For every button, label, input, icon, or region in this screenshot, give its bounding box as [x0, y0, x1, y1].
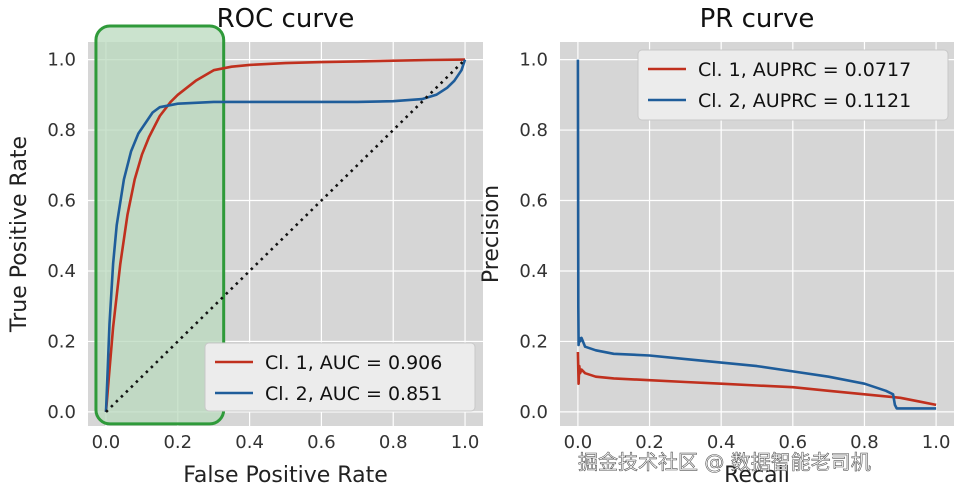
highlight-region	[94, 24, 226, 426]
watermark-text: 掘金技术社区 @ 数据智能老司机	[578, 450, 871, 475]
x-tick-label: 0.2	[163, 432, 192, 453]
y-tick-label: 1.0	[47, 50, 76, 71]
y-tick-label: 0.4	[519, 261, 548, 282]
series-line-2	[104, 59, 467, 412]
y-tick-label: 1.0	[519, 50, 548, 71]
y-tick-label: 0.8	[519, 120, 548, 141]
series-line-1	[104, 58, 466, 413]
x-tick-label: 1.0	[451, 432, 480, 453]
chart-panel-1: 0.0 0.2 0.4 0.6 0.8 1.0 0.0 0.2 0.4 0.6 0.8 1.0 ROC …	[7, 4, 483, 488]
x-tick-label: 0.8	[850, 432, 879, 453]
x-tick-label: 0.2	[635, 432, 664, 453]
legend-box	[637, 49, 949, 121]
legend-label: Cl. 2, AUC = 0.851	[265, 383, 442, 405]
x-axis-label: False Positive Rate	[183, 463, 387, 488]
legend-label: Cl. 1, AUC = 0.906	[265, 352, 442, 374]
y-tick-label: 0.6	[519, 191, 548, 212]
x-axis-label: Recall	[724, 463, 790, 488]
chart-title: PR curve	[700, 4, 815, 34]
x-tick-label: 1.0	[922, 432, 951, 453]
x-tick-label: 0.4	[235, 432, 264, 453]
y-tick-label: 0.2	[47, 331, 76, 352]
y-tick-label: 0.4	[47, 261, 76, 282]
legend-label: Cl. 2, AUPRC = 0.1121	[698, 90, 911, 112]
legend-label: Cl. 1, AUPRC = 0.0717	[698, 59, 911, 81]
series-line-1	[576, 351, 937, 407]
y-axis-label: Precision	[479, 185, 504, 283]
y-tick-label: 0.6	[47, 191, 76, 212]
legend: Cl. 1, AUPRC = 0.0717 Cl. 2, AUPRC = 0.11…	[637, 49, 949, 121]
chart-title: ROC curve	[217, 4, 355, 34]
y-axis-label: True Positive Rate	[7, 136, 32, 333]
chart-panel-2: 0.0 0.2 0.4 0.6 0.8 1.0 0.0 0.2 0.4 0.6 0.8 1.0 PR c…	[479, 4, 954, 488]
legend: Cl. 1, AUC = 0.906 Cl. 2, AUC = 0.851	[204, 342, 476, 412]
x-tick-label: 0.0	[92, 432, 121, 453]
x-tick-label: 0.6	[778, 432, 807, 453]
legend-box	[204, 342, 476, 412]
y-tick-label: 0.8	[47, 120, 76, 141]
y-tick-label: 0.0	[519, 402, 548, 423]
x-tick-label: 0.4	[707, 432, 736, 453]
y-tick-label: 0.2	[519, 331, 548, 352]
x-tick-label: 0.6	[307, 432, 336, 453]
y-tick-label: 0.0	[47, 402, 76, 423]
series-line-2	[576, 59, 937, 410]
x-tick-label: 0.8	[379, 432, 408, 453]
x-tick-label: 0.0	[564, 432, 593, 453]
